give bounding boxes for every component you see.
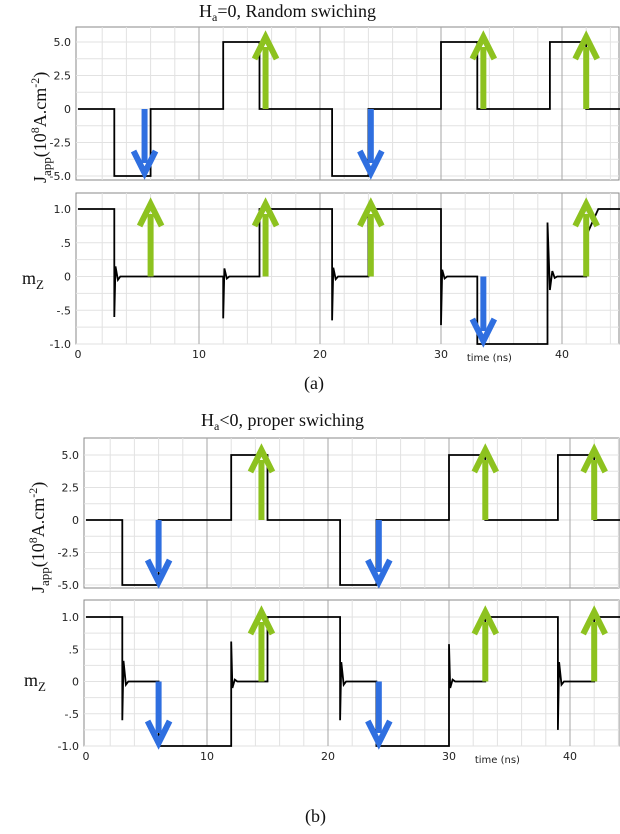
x-tick-label: 0 bbox=[75, 348, 82, 361]
x-tick-label: 0 bbox=[83, 750, 90, 763]
up-arrow bbox=[247, 605, 276, 682]
plot-panel-3: 1.0 .5 0 -.5 -1.0 0 10 20 30 40 time (ns) bbox=[58, 599, 620, 766]
x-tick-label: 30 bbox=[434, 348, 448, 361]
down-arrow-head bbox=[144, 719, 173, 750]
up-arrow-head bbox=[251, 197, 280, 228]
x-axis-unit-label: time (ns) bbox=[467, 353, 512, 364]
up-arrow-head bbox=[572, 30, 600, 61]
up-arrow-head bbox=[572, 197, 600, 228]
y-tick-label: 0 bbox=[64, 271, 71, 284]
x-tick-label: 40 bbox=[563, 750, 577, 763]
up-arrow-head bbox=[251, 30, 280, 61]
up-arrow-head bbox=[469, 30, 498, 61]
series-line-0 bbox=[78, 208, 620, 345]
up-arrow-head bbox=[471, 605, 499, 636]
up-arrow-head bbox=[357, 197, 385, 228]
panel-b-title: Ha<0, proper swiching bbox=[201, 410, 364, 433]
y-tick-label: -1.0 bbox=[50, 338, 71, 351]
down-arrow-head bbox=[365, 719, 393, 750]
y-tick-label: -2.5 bbox=[58, 547, 79, 560]
x-tick-label: 20 bbox=[313, 348, 327, 361]
up-arrow bbox=[136, 197, 165, 277]
x-tick-label: 40 bbox=[555, 348, 569, 361]
y-tick-label: -.5 bbox=[57, 304, 71, 317]
up-arrow bbox=[471, 605, 499, 682]
down-arrow bbox=[357, 109, 385, 180]
x-tick-label: 10 bbox=[200, 750, 214, 763]
panel-b-caption: (b) bbox=[305, 806, 326, 827]
y-tick-label: .5 bbox=[61, 237, 72, 250]
y-tick-label: 0 bbox=[72, 676, 79, 689]
up-arrow-head bbox=[580, 443, 608, 474]
down-arrow-head bbox=[144, 558, 173, 589]
down-arrow bbox=[130, 109, 159, 180]
down-arrow bbox=[144, 520, 173, 589]
up-arrow bbox=[247, 443, 276, 520]
y-tick-label: .5 bbox=[69, 643, 80, 656]
up-arrow bbox=[251, 197, 280, 277]
up-arrow bbox=[469, 30, 498, 109]
panel-a-title: Ha=0, Random swiching bbox=[199, 1, 376, 24]
panel-a-caption: (a) bbox=[304, 373, 324, 394]
down-arrow bbox=[365, 520, 393, 589]
y-tick-label: 1.0 bbox=[54, 203, 72, 216]
y-tick-label: 5.0 bbox=[54, 36, 72, 49]
plots-layer: 5.0 2.5 0 -2.5 -5.0 1.0 .5 0 -.5 -1.0 0 10 20 30 40 tim… bbox=[50, 26, 620, 766]
x-tick-label: 10 bbox=[192, 348, 206, 361]
x-axis-unit-label: time (ns) bbox=[475, 755, 520, 766]
plot-panel-2: 5.0 2.5 0 -2.5 -5.0 bbox=[58, 437, 620, 592]
up-arrow-head bbox=[136, 197, 165, 228]
plot-frame bbox=[75, 26, 620, 181]
panel-b-mz-ylabel: mZ bbox=[24, 670, 46, 694]
up-arrow bbox=[572, 30, 600, 109]
down-arrow bbox=[469, 276, 498, 348]
series-line-0 bbox=[78, 41, 620, 177]
up-arrow bbox=[580, 605, 608, 682]
y-tick-label: -5.0 bbox=[50, 170, 71, 183]
y-tick-label: 5.0 bbox=[62, 449, 80, 462]
down-arrow-head bbox=[365, 558, 393, 589]
plot-frame bbox=[83, 599, 620, 747]
panel-a-japp-ylabel: Japp(108A.cm-2) bbox=[28, 72, 54, 183]
up-arrow-head bbox=[247, 605, 276, 636]
y-tick-label: -5.0 bbox=[58, 579, 79, 592]
y-tick-label: 2.5 bbox=[54, 70, 72, 83]
y-tick-label: -1.0 bbox=[58, 740, 79, 753]
plot-panel-1: 1.0 .5 0 -.5 -1.0 0 10 20 30 40 time (ns) bbox=[50, 192, 620, 364]
up-arrow-head bbox=[471, 443, 499, 474]
up-arrow-head bbox=[580, 605, 608, 636]
y-tick-label: 2.5 bbox=[62, 482, 80, 495]
up-arrow bbox=[357, 197, 385, 277]
y-tick-label: -2.5 bbox=[50, 137, 71, 150]
x-tick-label: 30 bbox=[442, 750, 456, 763]
y-tick-label: 0 bbox=[72, 514, 79, 527]
x-tick-label: 20 bbox=[321, 750, 335, 763]
up-arrow bbox=[580, 443, 608, 520]
plot-frame bbox=[83, 437, 620, 589]
up-arrow-head bbox=[247, 443, 276, 474]
up-arrow bbox=[251, 30, 280, 109]
down-arrow-head bbox=[357, 149, 385, 180]
plot-panel-0: 5.0 2.5 0 -2.5 -5.0 bbox=[50, 26, 620, 183]
down-arrow-head bbox=[130, 149, 159, 180]
down-arrow bbox=[365, 681, 393, 750]
up-arrow bbox=[572, 197, 600, 277]
down-arrow-head bbox=[469, 317, 498, 348]
y-tick-label: -.5 bbox=[65, 708, 79, 721]
y-tick-label: 0 bbox=[64, 103, 71, 116]
up-arrow bbox=[471, 443, 499, 520]
y-tick-label: 1.0 bbox=[62, 611, 80, 624]
down-arrow bbox=[144, 681, 173, 750]
panel-a-mz-ylabel: mZ bbox=[22, 268, 44, 292]
panel-b-japp-ylabel: Japp(108A.cm-2) bbox=[26, 482, 52, 593]
